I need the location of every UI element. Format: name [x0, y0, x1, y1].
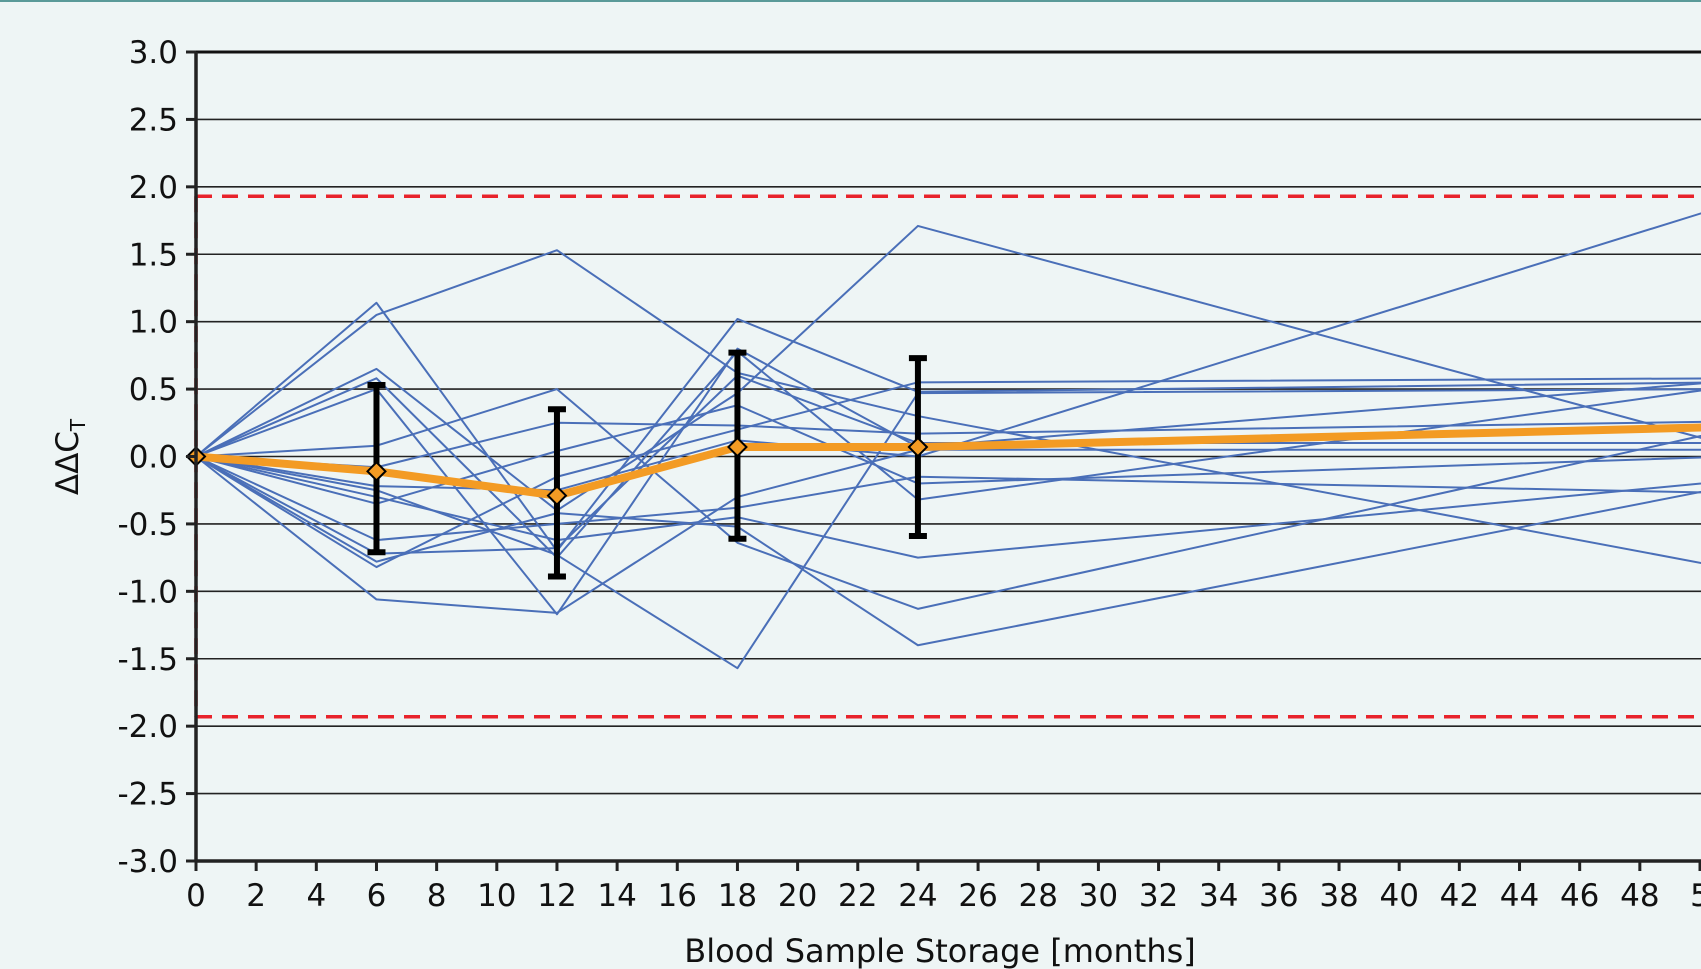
x-tick-label: 32	[1139, 878, 1178, 914]
y-tick-label: 1.5	[129, 237, 178, 273]
y-tick-label: -0.5	[118, 507, 179, 543]
x-tick-label: 6	[367, 878, 387, 914]
svg-text:ΔΔCT: ΔΔCT	[50, 418, 90, 495]
x-tick-labels: 0 2 4 6 8 10 12 14 16 18 20 22 24 26 28 30 32 34 36 38 40 42 4…	[186, 878, 1701, 914]
y-axis-title-main: ΔΔC	[50, 431, 86, 495]
x-tick-label: 12	[537, 878, 576, 914]
x-tick-label: 14	[597, 878, 636, 914]
mean-marker	[727, 436, 748, 458]
y-axis-title-subscript: T	[66, 418, 90, 432]
x-tick-label: 10	[477, 878, 516, 914]
y-tick-label: 2.5	[129, 102, 178, 138]
x-tick-label: 24	[898, 878, 937, 914]
x-tick-label: 38	[1319, 878, 1358, 914]
individual-series-line	[195, 377, 1701, 569]
individual-series-line	[195, 455, 1701, 559]
error-bars	[367, 349, 927, 580]
y-tick-label: 3.0	[129, 35, 178, 71]
x-axis-title: Blood Sample Storage [months]	[684, 932, 1196, 969]
mean-marker	[907, 436, 929, 458]
y-tick-label: -2.0	[118, 709, 179, 745]
axes	[186, 50, 1701, 871]
mean-series	[185, 423, 1701, 507]
mean-marker	[546, 485, 568, 507]
x-tick-label: 22	[838, 878, 877, 914]
mean-marker	[366, 460, 387, 482]
x-tick-label: 18	[718, 878, 757, 914]
x-tick-label: 40	[1379, 878, 1418, 914]
y-tick-label: 0.5	[129, 372, 178, 408]
y-axis-title: ΔΔCT	[50, 418, 90, 495]
y-tick-label: 1.0	[129, 305, 178, 341]
y-tick-labels: 3.0 2.5 2.0 1.5 1.0 0.5 0.0 -0.5 -1.0 -1.5 -2.0 -2.…	[118, 35, 179, 880]
individual-series-line	[195, 455, 1701, 542]
x-tick-label: 48	[1620, 878, 1659, 914]
x-tick-label: 5	[1690, 878, 1701, 914]
individual-series-line	[195, 249, 1701, 564]
x-tick-label: 30	[1079, 878, 1118, 914]
x-tick-label: 46	[1560, 878, 1599, 914]
individual-series-line	[195, 301, 1701, 552]
individual-series-line	[195, 448, 1701, 614]
x-tick-label: 0	[186, 878, 206, 914]
y-tick-label: -1.5	[118, 642, 179, 678]
individual-series-line	[195, 455, 1701, 647]
x-tick-label: 8	[427, 878, 447, 914]
x-tick-label: 36	[1259, 878, 1298, 914]
y-tick-label: -3.0	[118, 844, 179, 880]
individual-series-line	[195, 347, 1701, 616]
individual-series-line	[195, 212, 1701, 492]
x-tick-label: 44	[1500, 878, 1539, 914]
individual-series-line	[195, 350, 1701, 559]
individual-series-line	[195, 404, 1701, 505]
x-tick-label: 28	[1019, 878, 1058, 914]
y-tick-label: -1.0	[118, 574, 179, 610]
x-tick-label: 2	[246, 878, 266, 914]
x-tick-label: 4	[306, 878, 326, 914]
x-tick-label: 34	[1199, 878, 1238, 914]
y-tick-label: -2.5	[118, 777, 179, 813]
mean-line	[192, 423, 1701, 500]
individual-series-line	[195, 224, 1701, 512]
y-tick-label: 2.0	[129, 170, 178, 206]
x-tick-label: 26	[958, 878, 997, 914]
y-tick-label: 0.0	[129, 440, 178, 476]
x-tick-label: 42	[1440, 878, 1479, 914]
individual-series-line	[195, 388, 1701, 670]
x-tick-label: 16	[658, 878, 697, 914]
x-tick-label: 20	[778, 878, 817, 914]
